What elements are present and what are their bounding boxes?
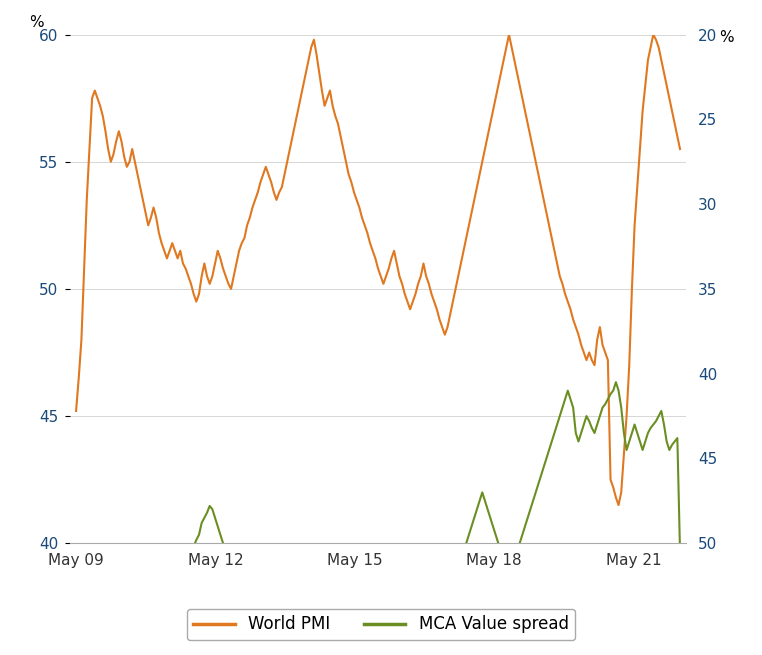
Y-axis label: %: % [719, 29, 733, 45]
Y-axis label: %: % [29, 14, 43, 29]
Legend: World PMI, MCA Value spread: World PMI, MCA Value spread [187, 608, 575, 640]
